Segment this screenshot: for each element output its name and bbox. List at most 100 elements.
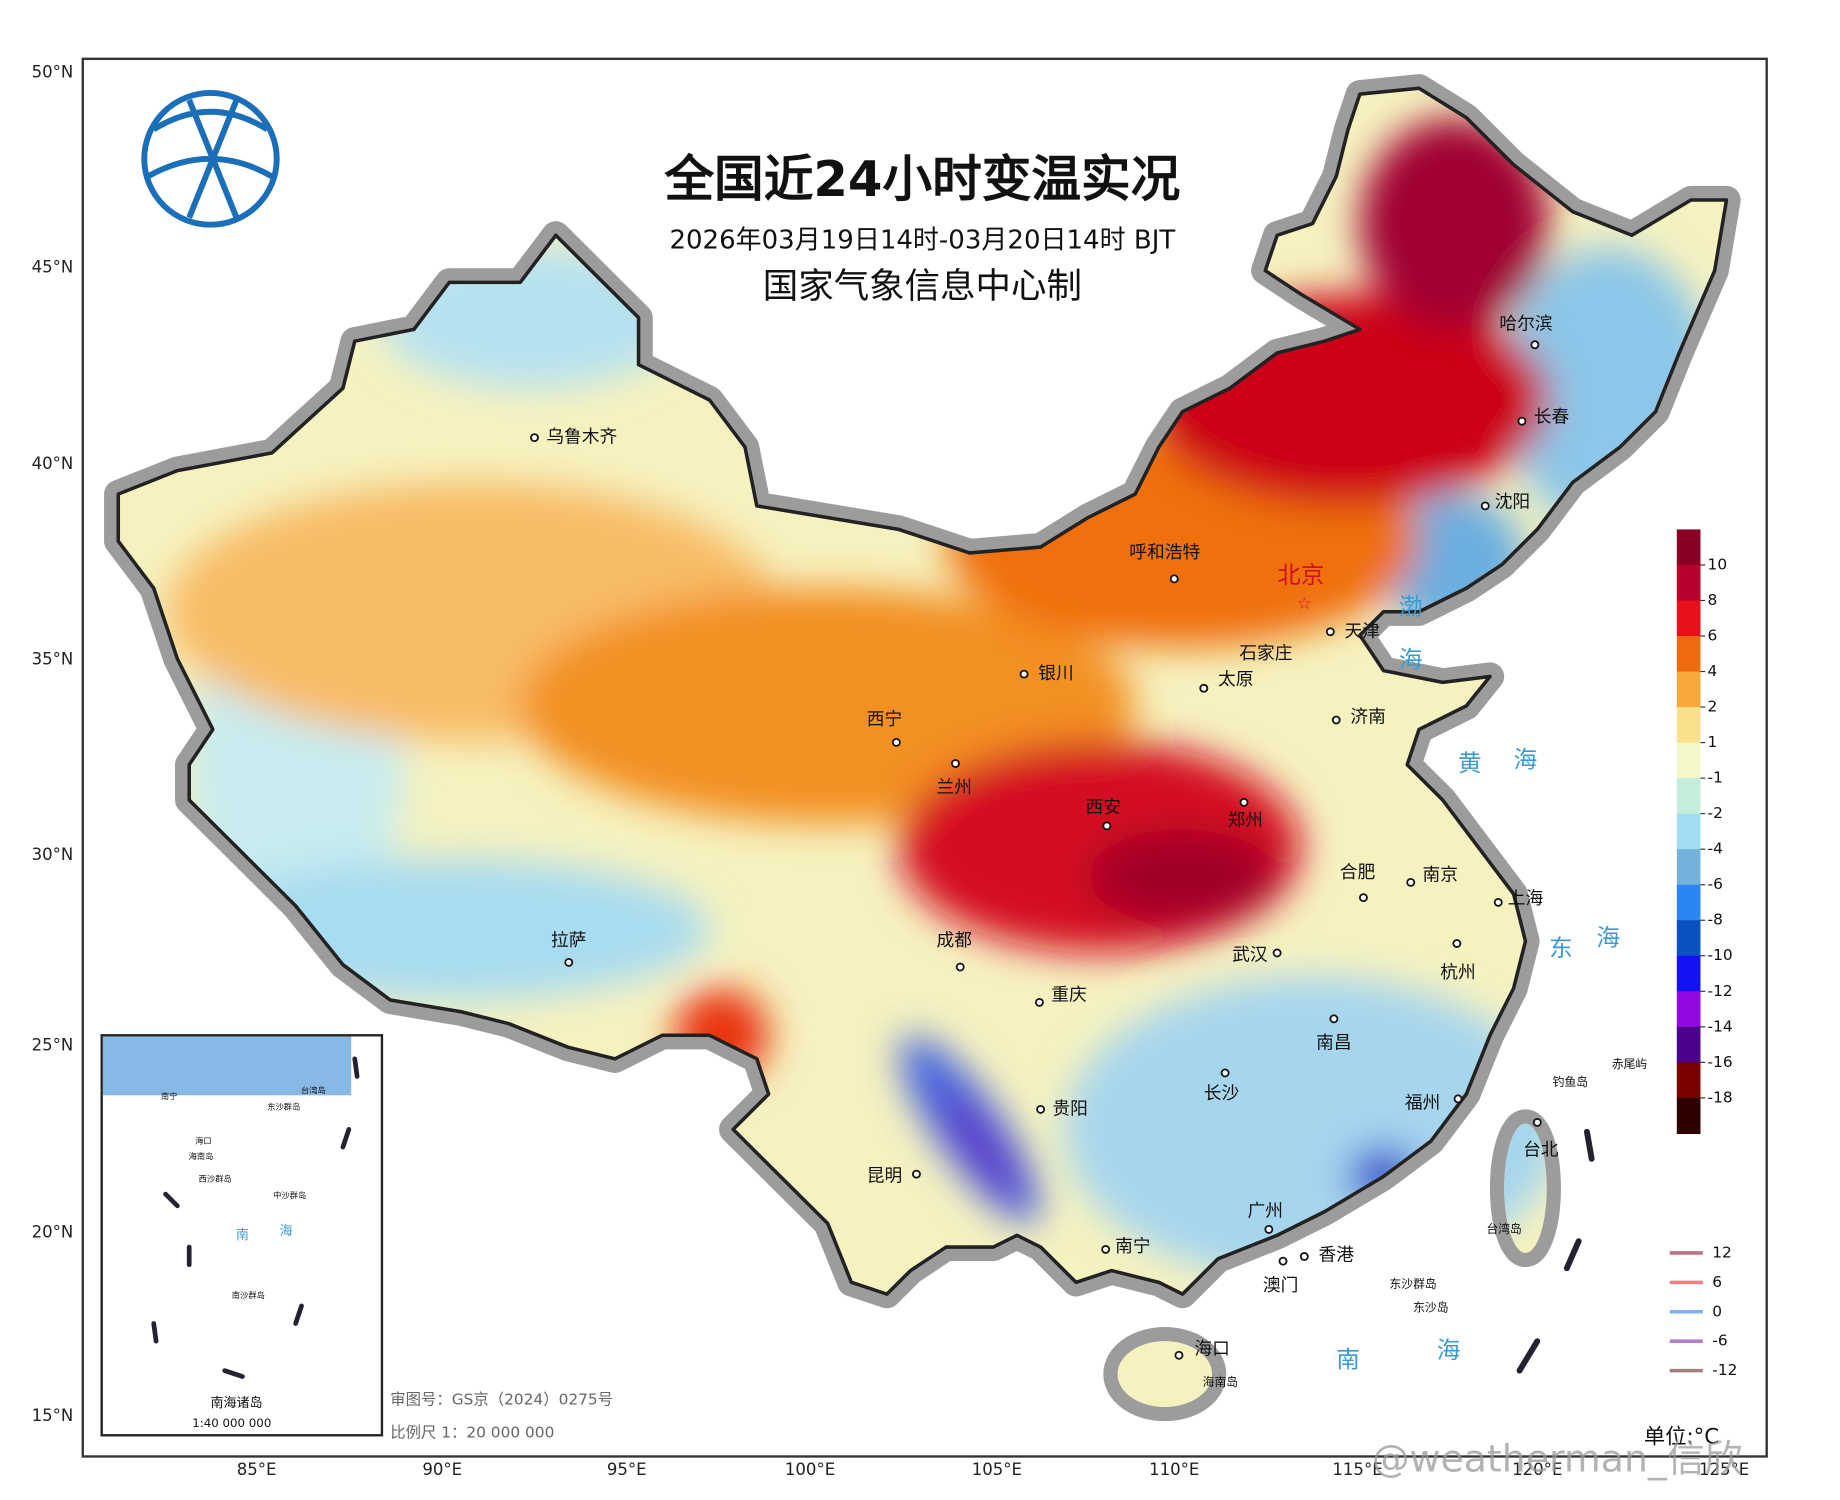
city-dot [1517,416,1527,426]
city-dot [1480,501,1490,511]
contour-label: -12 [1712,1361,1737,1379]
lat-label: 40°N [32,454,74,473]
inset-label: 台湾岛 [301,1085,326,1095]
island-label: 海南岛 [1203,1375,1238,1389]
city-label: 福州 [1405,1093,1440,1114]
inset-label: 海 [280,1224,293,1239]
inset-label: 海南岛 [189,1151,214,1161]
approval: 审图号：GS京（2024）0275号 [390,1391,613,1409]
colorbar-label: 4 [1708,662,1718,680]
city-dot [1331,715,1341,725]
color-band [1676,955,1701,992]
sea-label: 东 [1549,934,1573,962]
sea-label: 海 [1437,1336,1461,1364]
city-label: 石家庄 [1239,643,1292,664]
city-dot [955,962,965,972]
city-label: 重庆 [1051,984,1087,1005]
city-dot [1359,893,1368,903]
city-label: 郑州 [1227,810,1262,831]
colorbar-label: 8 [1708,591,1718,609]
colorbar-label: -1 [1708,769,1723,787]
city-dot [891,737,901,747]
lat-label: 45°N [32,258,74,277]
city-dot [1102,821,1112,831]
city-dot [1264,1225,1274,1234]
color-band [1676,1097,1701,1134]
inset-label: 西沙群岛 [199,1173,232,1183]
city-dot [1272,948,1282,958]
colorbar-label: -6 [1708,875,1723,893]
city-dot [1199,683,1209,693]
city-label: 哈尔滨 [1499,314,1553,335]
inset-scale: 1:40 000 000 [192,1416,271,1430]
color-band [1676,529,1701,566]
colorbar-label: -16 [1708,1053,1733,1071]
colorbar-label: -8 [1708,911,1723,929]
lat-label: 30°N [32,845,74,864]
city-label: 合肥 [1340,862,1376,883]
subtitle: 2026年03月19日14时-03月20日14时 BJT [669,226,1175,256]
colorbar-label: -4 [1708,840,1723,858]
lat-label: 35°N [32,650,74,669]
color-band [1676,849,1701,886]
city-label: 贵阳 [1052,1098,1087,1119]
colorbar-label: -12 [1708,982,1733,1000]
capital-label: 北京 [1277,561,1324,589]
city-dot [1299,1252,1309,1261]
city-label: 武汉 [1232,944,1268,965]
lat-label: 50°N [32,62,74,81]
lon-label: 105°E [972,1460,1022,1479]
lon-label: 90°E [422,1460,462,1479]
inset-title: 南海诸岛 [210,1395,262,1411]
city-dot [1493,897,1503,907]
lat-label: 20°N [32,1222,74,1241]
city-label: 呼和浩特 [1129,542,1200,563]
lon-label: 110°E [1149,1460,1199,1479]
color-band [1676,991,1701,1028]
colorbar-label: 6 [1708,627,1718,645]
city-dot [1278,1256,1288,1266]
city-dot [1532,1117,1542,1127]
city-dot [951,759,960,768]
city-label: 香港 [1319,1244,1355,1265]
city-dot [1453,1094,1463,1104]
city-dot [1329,1014,1339,1024]
city-label: 澳门 [1263,1275,1298,1296]
inset-label: 中沙群岛 [273,1190,306,1200]
color-band [1676,1062,1701,1099]
inset-frame [100,1034,384,1437]
city-label: 乌鲁木齐 [546,427,617,448]
city-label: 太原 [1218,669,1253,690]
inset-map [102,1036,352,1096]
city-label: 成都 [937,930,973,951]
city-label: 银川 [1038,663,1073,684]
lon-label: 115°E [1332,1460,1382,1479]
city-dot [1452,939,1462,948]
city-label: 西宁 [867,709,902,730]
city-label: 拉萨 [551,930,586,951]
watermark: @weatherman_信欣 [1372,1437,1743,1481]
city-label: 济南 [1350,707,1385,728]
colorbar-label: -10 [1708,946,1733,964]
sea-label: 海 [1399,646,1423,674]
colorbar-label: -14 [1708,1017,1733,1035]
inset-label: 南沙群岛 [232,1290,265,1300]
city-dot [1035,997,1044,1007]
color-band [1676,636,1701,673]
color-band [1676,813,1701,850]
island-label: 赤尾屿 [1612,1057,1648,1071]
city-dot [1036,1105,1046,1114]
contour-label: 6 [1712,1273,1722,1291]
inset-dash [151,1056,360,1379]
city-label: 沈阳 [1495,491,1530,512]
color-band [1676,564,1701,602]
colorbar-label: 10 [1708,555,1728,573]
inset-label: 东沙群岛 [267,1102,300,1112]
city-label: 南昌 [1316,1033,1351,1054]
city-label: 天津 [1345,621,1380,642]
inset-label: 海口 [195,1136,212,1146]
city-dot [564,957,574,967]
sea-label: 渤 [1399,593,1423,621]
color-band [1676,707,1701,744]
